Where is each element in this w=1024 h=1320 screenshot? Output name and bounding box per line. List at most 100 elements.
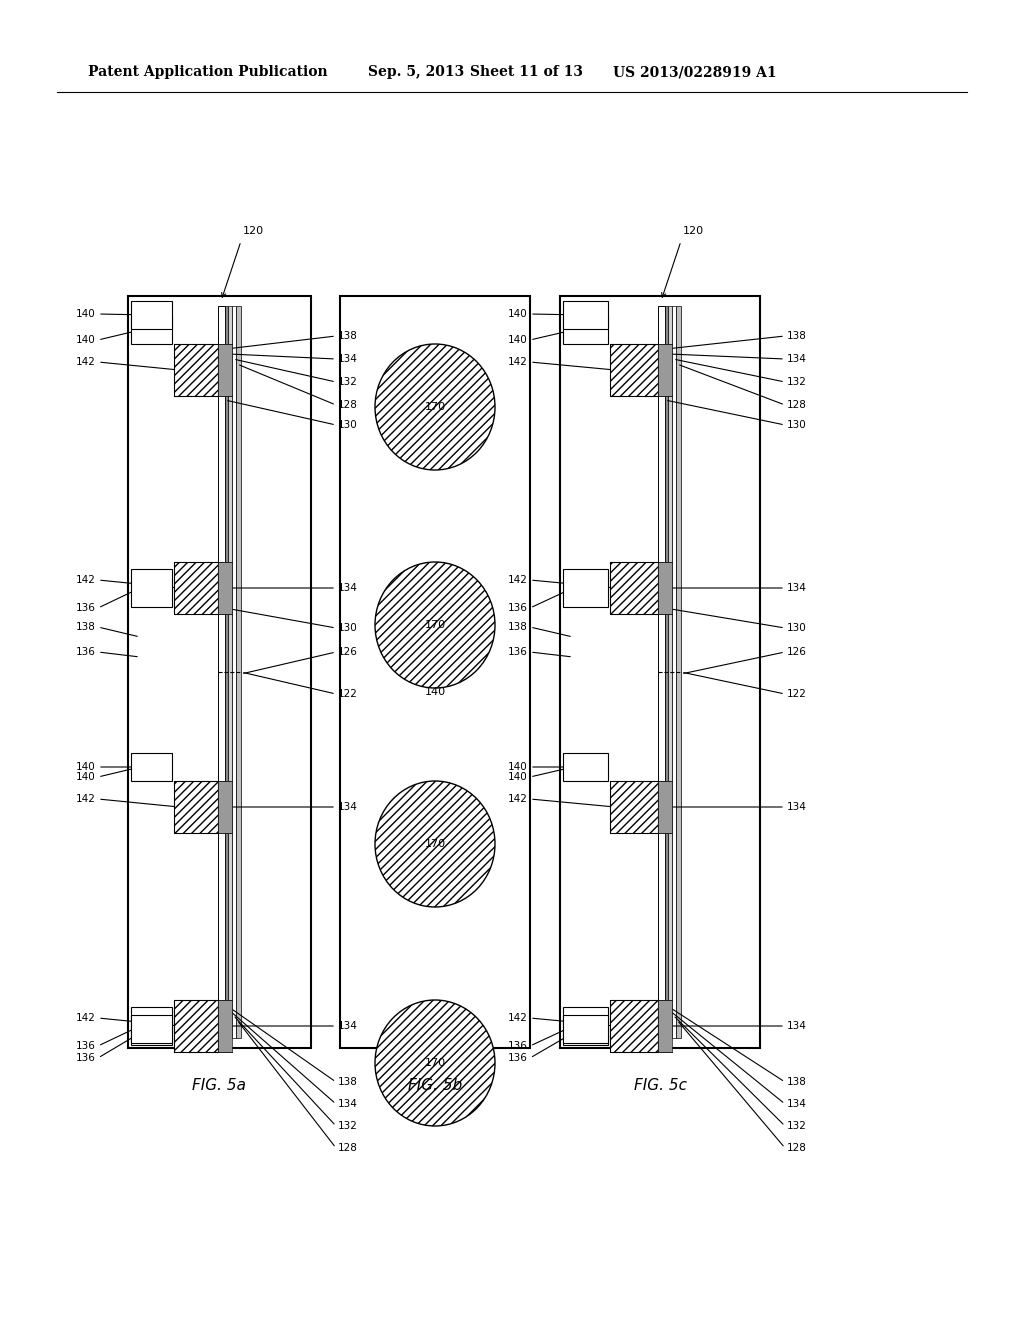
Bar: [665, 306, 668, 1038]
Text: 128: 128: [787, 400, 807, 411]
Bar: [340, 296, 530, 1048]
Ellipse shape: [375, 345, 495, 470]
Text: 134: 134: [787, 583, 807, 593]
Bar: [174, 562, 218, 614]
Text: 134: 134: [338, 354, 357, 364]
Bar: [174, 345, 218, 396]
Bar: [658, 345, 672, 396]
Text: 170: 170: [625, 366, 643, 375]
Text: 140: 140: [76, 309, 96, 319]
Text: FIG. 5c: FIG. 5c: [634, 1078, 686, 1093]
Bar: [658, 1001, 672, 1052]
Text: 134: 134: [787, 1020, 807, 1031]
Bar: [131, 752, 172, 781]
Bar: [131, 1007, 172, 1045]
Text: 120: 120: [683, 226, 705, 236]
Text: 122: 122: [338, 689, 357, 700]
Bar: [131, 301, 172, 329]
Text: 142: 142: [508, 576, 528, 585]
Text: 122: 122: [787, 689, 807, 700]
Bar: [218, 1001, 232, 1052]
Text: 130: 130: [787, 420, 807, 430]
Bar: [218, 781, 232, 833]
Bar: [668, 306, 672, 1038]
Text: Patent Application Publication: Patent Application Publication: [88, 65, 328, 79]
Text: 138: 138: [338, 331, 357, 341]
Text: 142: 142: [76, 795, 96, 804]
Text: 170: 170: [424, 403, 445, 412]
Text: 170: 170: [186, 366, 205, 375]
Ellipse shape: [375, 1001, 495, 1126]
Ellipse shape: [375, 781, 495, 907]
Bar: [563, 569, 608, 607]
Text: 136: 136: [76, 603, 96, 612]
Bar: [658, 781, 672, 833]
Text: 138: 138: [508, 622, 528, 632]
Text: 140: 140: [508, 772, 528, 781]
Bar: [658, 562, 672, 614]
Text: 140: 140: [508, 762, 528, 772]
Text: 170: 170: [186, 583, 205, 593]
Text: 130: 130: [338, 420, 357, 430]
Text: 140: 140: [76, 335, 96, 345]
Text: 170: 170: [625, 803, 643, 812]
Text: 132: 132: [338, 378, 357, 387]
Bar: [563, 1007, 608, 1045]
Bar: [174, 781, 218, 833]
Text: 138: 138: [787, 1077, 807, 1086]
Text: 134: 134: [338, 1020, 357, 1031]
Text: 140: 140: [76, 762, 96, 772]
Text: 142: 142: [76, 576, 96, 585]
Text: 142: 142: [76, 1012, 96, 1023]
Text: 136: 136: [76, 1041, 96, 1051]
Bar: [658, 306, 665, 1038]
Text: 142: 142: [508, 356, 528, 367]
Text: 134: 134: [787, 354, 807, 364]
Bar: [563, 301, 608, 329]
Bar: [563, 1015, 608, 1043]
Text: 136: 136: [508, 603, 528, 612]
Text: Sep. 5, 2013: Sep. 5, 2013: [368, 65, 464, 79]
Bar: [610, 345, 658, 396]
Bar: [218, 345, 232, 396]
Text: 140: 140: [76, 772, 96, 781]
Bar: [218, 306, 225, 1038]
Text: 138: 138: [76, 622, 96, 632]
Text: 136: 136: [508, 1041, 528, 1051]
Bar: [131, 569, 172, 607]
Text: FIG. 5a: FIG. 5a: [193, 1078, 247, 1093]
Bar: [128, 296, 311, 1048]
Text: 138: 138: [338, 1077, 357, 1086]
Text: 128: 128: [787, 1143, 807, 1152]
Bar: [676, 306, 681, 1038]
Text: 142: 142: [508, 795, 528, 804]
Text: 142: 142: [76, 356, 96, 367]
Text: 134: 134: [787, 803, 807, 812]
Bar: [610, 562, 658, 614]
Bar: [672, 306, 676, 1038]
Text: 134: 134: [338, 1100, 357, 1109]
Bar: [563, 752, 608, 781]
Bar: [232, 306, 236, 1038]
Text: 170: 170: [424, 1059, 445, 1068]
Text: 126: 126: [787, 647, 807, 657]
Text: 130: 130: [787, 623, 807, 634]
Text: 132: 132: [338, 1121, 357, 1131]
Text: 136: 136: [76, 647, 96, 657]
Bar: [610, 781, 658, 833]
Bar: [560, 296, 760, 1048]
Text: 134: 134: [338, 803, 357, 812]
Text: 130: 130: [338, 623, 357, 634]
Text: 136: 136: [508, 647, 528, 657]
Text: 140: 140: [508, 309, 528, 319]
Text: 170: 170: [186, 1020, 205, 1031]
Bar: [236, 306, 241, 1038]
Text: 140: 140: [508, 335, 528, 345]
Text: 120: 120: [243, 226, 264, 236]
Text: 128: 128: [338, 1143, 357, 1152]
Text: 132: 132: [787, 378, 807, 387]
Text: 170: 170: [424, 840, 445, 849]
Text: 126: 126: [338, 647, 357, 657]
Bar: [563, 315, 608, 345]
Bar: [610, 1001, 658, 1052]
